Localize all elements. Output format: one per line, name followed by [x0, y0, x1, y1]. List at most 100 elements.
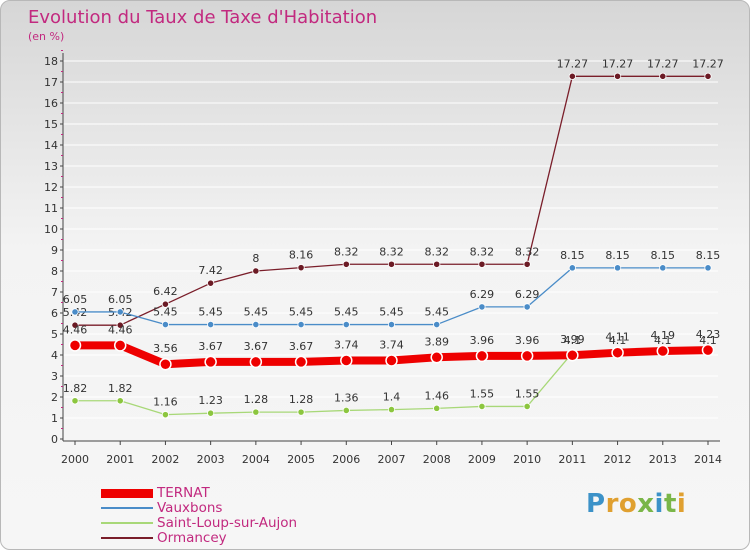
x-tick-label: 2001 — [106, 453, 134, 466]
y-tick-label: 13 — [44, 160, 58, 173]
y-tick-label: 6 — [51, 307, 58, 320]
x-tick-label: 2005 — [287, 453, 315, 466]
data-label-vauxbons: 5.45 — [244, 306, 269, 319]
data-label-vauxbons: 5.45 — [379, 306, 404, 319]
data-point-saint-loup-sur-aujon — [71, 397, 79, 405]
x-tick-label: 2013 — [649, 453, 677, 466]
data-label-saint-loup-sur-aujon: 1.82 — [63, 382, 88, 395]
data-point-ormancey — [568, 72, 576, 80]
data-point-ormancey — [387, 260, 396, 268]
data-label-ormancey: 8.32 — [334, 245, 359, 258]
data-point-ternat — [294, 355, 308, 369]
y-tick-label: 16 — [44, 97, 58, 110]
y-tick-label: 12 — [44, 181, 58, 194]
data-label-ormancey: 17.27 — [692, 57, 724, 70]
data-label-saint-loup-sur-aujon: 4.1 — [699, 334, 717, 347]
data-point-vauxbons — [704, 264, 712, 272]
data-point-ternat — [204, 355, 217, 369]
data-point-vauxbons — [478, 303, 486, 311]
data-point-vauxbons — [523, 303, 531, 311]
y-tick-label: 3 — [51, 370, 58, 383]
data-label-saint-loup-sur-aujon: 1.23 — [198, 394, 223, 407]
logo-letter: i — [654, 489, 664, 519]
data-point-vauxbons — [387, 320, 396, 329]
data-label-saint-loup-sur-aujon: 1.28 — [289, 393, 314, 406]
data-label-vauxbons: 5.45 — [198, 306, 223, 319]
data-label-ternat: 4.46 — [63, 323, 88, 336]
x-tick-label: 2009 — [468, 453, 496, 466]
data-label-ormancey: 17.27 — [602, 57, 634, 70]
data-point-saint-loup-sur-aujon — [207, 409, 215, 417]
data-label-ormancey: 6.42 — [153, 285, 178, 298]
data-label-vauxbons: 5.45 — [334, 306, 359, 319]
data-point-saint-loup-sur-aujon — [342, 406, 350, 415]
data-point-vauxbons — [161, 320, 170, 329]
data-label-ternat: 4.11 — [605, 331, 630, 344]
proxiti-logo: Proxiti — [586, 489, 686, 519]
x-tick-label: 2011 — [558, 453, 586, 466]
data-point-ormancey — [207, 279, 215, 287]
data-point-ormancey — [71, 321, 79, 329]
data-point-ternat — [113, 339, 127, 352]
data-point-saint-loup-sur-aujon — [116, 397, 124, 405]
legend-swatch — [101, 507, 153, 509]
data-point-ormancey — [704, 72, 712, 80]
data-point-ternat — [68, 339, 82, 352]
data-point-ternat — [475, 349, 489, 363]
y-tick-label: 9 — [51, 244, 58, 257]
data-label-ormancey: 8.32 — [515, 245, 540, 258]
x-tick-label: 2012 — [604, 453, 632, 466]
logo-letter: r — [605, 489, 619, 519]
legend-label: Ormancey — [157, 530, 227, 546]
data-label-vauxbons: 8.15 — [651, 249, 676, 262]
data-point-vauxbons — [116, 308, 124, 316]
x-tick-label: 2000 — [61, 453, 89, 466]
data-point-ternat — [430, 351, 443, 364]
y-tick-label: 1 — [51, 412, 58, 425]
y-tick-label: 0 — [51, 433, 58, 446]
data-point-ternat — [159, 357, 172, 371]
data-point-ormancey — [613, 72, 622, 80]
data-point-ternat — [340, 354, 353, 367]
data-label-vauxbons: 6.29 — [470, 288, 495, 301]
logo-letter: t — [663, 489, 677, 519]
data-point-ternat — [656, 344, 670, 358]
x-tick-label: 2003 — [197, 453, 225, 466]
data-label-saint-loup-sur-aujon: 4.1 — [654, 334, 672, 347]
data-point-vauxbons — [297, 320, 305, 329]
legend-swatch — [101, 537, 153, 539]
data-label-saint-loup-sur-aujon: 1.16 — [153, 396, 178, 409]
data-label-ormancey: 17.27 — [647, 57, 679, 70]
y-tick-label: 5 — [51, 328, 58, 341]
data-point-ormancey — [252, 267, 260, 275]
data-label-vauxbons: 5.45 — [153, 306, 178, 319]
data-label-saint-loup-sur-aujon: 1.4 — [383, 391, 401, 404]
data-point-ternat — [249, 355, 263, 369]
data-point-ternat — [520, 349, 534, 363]
data-point-saint-loup-sur-aujon — [252, 408, 260, 416]
data-label-vauxbons: 8.15 — [605, 249, 630, 262]
x-tick-label: 2008 — [423, 453, 451, 466]
data-point-vauxbons — [433, 320, 441, 329]
data-label-ternat: 3.67 — [198, 340, 223, 353]
logo-letter: x — [637, 489, 655, 519]
y-tick-label: 11 — [44, 202, 58, 215]
data-label-ormancey: 17.27 — [557, 57, 589, 70]
legend-swatch — [101, 522, 153, 524]
data-label-ormancey: 8.32 — [470, 245, 495, 258]
data-label-saint-loup-sur-aujon: 1.28 — [244, 393, 269, 406]
legend-label: Vauxbons — [157, 500, 223, 516]
y-tick-label: 8 — [51, 265, 58, 278]
x-tick-label: 2014 — [694, 453, 722, 466]
data-label-ormancey: 8.32 — [424, 245, 449, 258]
data-point-ormancey — [659, 72, 667, 80]
data-label-ormancey: 7.42 — [198, 264, 223, 277]
data-label-ormancey: 8.32 — [379, 245, 404, 258]
data-label-ternat: 3.74 — [379, 338, 404, 351]
y-tick-label: 15 — [44, 118, 58, 131]
legend-label: TERNAT — [157, 485, 210, 501]
x-tick-label: 2004 — [242, 453, 270, 466]
y-tick-label: 10 — [44, 223, 58, 236]
data-label-ternat: 3.89 — [424, 335, 449, 348]
data-point-vauxbons — [207, 320, 215, 329]
